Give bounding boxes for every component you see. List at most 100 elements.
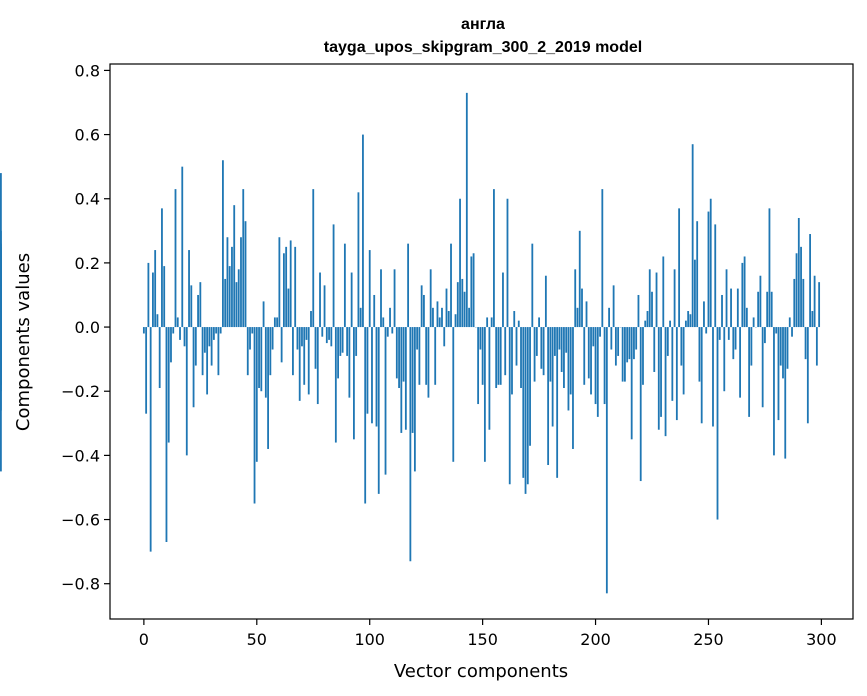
bar — [651, 291, 653, 328]
bar — [793, 278, 796, 328]
bar — [572, 327, 574, 449]
bar — [655, 272, 658, 328]
bar — [712, 327, 714, 427]
bar — [375, 327, 378, 427]
bar — [249, 327, 251, 350]
bar — [578, 230, 581, 328]
bar — [673, 269, 676, 328]
bar — [183, 327, 186, 347]
bar — [456, 282, 459, 328]
bar — [269, 327, 272, 376]
bar — [694, 259, 696, 328]
bar — [334, 327, 337, 443]
bar — [517, 320, 520, 328]
bar — [675, 327, 678, 421]
bar — [253, 327, 256, 504]
bar — [454, 314, 457, 328]
bar — [499, 327, 502, 385]
bar — [382, 317, 385, 328]
bar — [768, 208, 771, 328]
bar — [791, 327, 793, 337]
bar — [142, 327, 145, 334]
bar — [0, 311, 2, 328]
bar — [429, 269, 432, 328]
y-tick-label: 0.8 — [75, 61, 100, 80]
bar — [639, 327, 642, 482]
bar — [635, 327, 638, 350]
bar — [325, 327, 328, 344]
bar — [563, 327, 565, 389]
bar — [226, 237, 229, 328]
bar — [745, 307, 748, 328]
bar — [407, 243, 410, 328]
bar — [303, 327, 306, 385]
bar — [483, 327, 486, 462]
bar — [565, 327, 568, 353]
bar — [653, 327, 656, 372]
bar — [642, 327, 644, 385]
bar — [682, 327, 685, 395]
bar — [526, 327, 529, 485]
bar — [590, 327, 592, 395]
bar — [689, 314, 692, 328]
bar — [228, 266, 231, 328]
bar — [818, 282, 821, 328]
bar — [359, 307, 362, 328]
bar — [332, 224, 335, 328]
bar — [190, 285, 193, 328]
bar — [657, 327, 660, 430]
bar — [508, 327, 511, 485]
bar — [450, 243, 452, 328]
bar — [323, 285, 326, 328]
bar — [773, 327, 775, 456]
bar — [170, 327, 172, 363]
bar — [307, 327, 310, 395]
bar — [718, 327, 721, 340]
bar — [461, 278, 464, 328]
bar — [251, 327, 254, 334]
x-axis-ticks: 0 50 100 150 200 250 300 — [139, 619, 837, 649]
bar — [366, 327, 369, 414]
bar — [445, 288, 448, 328]
bar — [716, 327, 719, 520]
bar — [167, 327, 170, 443]
x-tick-label: 300 — [806, 630, 837, 649]
bar — [732, 327, 735, 360]
bar — [479, 327, 482, 350]
bar — [495, 327, 498, 389]
bar — [224, 278, 227, 328]
bar — [515, 327, 518, 366]
bar — [368, 250, 371, 328]
bar — [626, 327, 629, 363]
bar — [145, 327, 148, 414]
bar — [727, 327, 730, 340]
bar — [730, 288, 732, 328]
y-axis-label: Components values — [13, 253, 34, 431]
bar — [163, 266, 166, 328]
bar — [617, 327, 620, 356]
bar — [267, 327, 269, 449]
bar — [208, 327, 211, 347]
bar — [777, 327, 780, 421]
bar — [610, 327, 613, 350]
y-tick-label: 0.4 — [75, 190, 100, 209]
bar — [594, 327, 597, 405]
bar — [739, 327, 741, 398]
bar — [235, 282, 238, 328]
bar — [337, 327, 339, 379]
plot-frame — [109, 63, 854, 620]
bar — [784, 327, 787, 459]
bar — [490, 317, 493, 328]
bar — [391, 327, 394, 334]
bar — [357, 192, 360, 328]
bar — [603, 327, 606, 405]
bar — [425, 327, 428, 385]
bar — [752, 317, 755, 328]
bar — [757, 291, 760, 328]
y-tick-label: 0.0 — [75, 318, 100, 337]
x-tick-label: 200 — [580, 630, 611, 649]
bar — [504, 327, 507, 376]
bar — [761, 327, 764, 408]
bar — [463, 291, 466, 328]
